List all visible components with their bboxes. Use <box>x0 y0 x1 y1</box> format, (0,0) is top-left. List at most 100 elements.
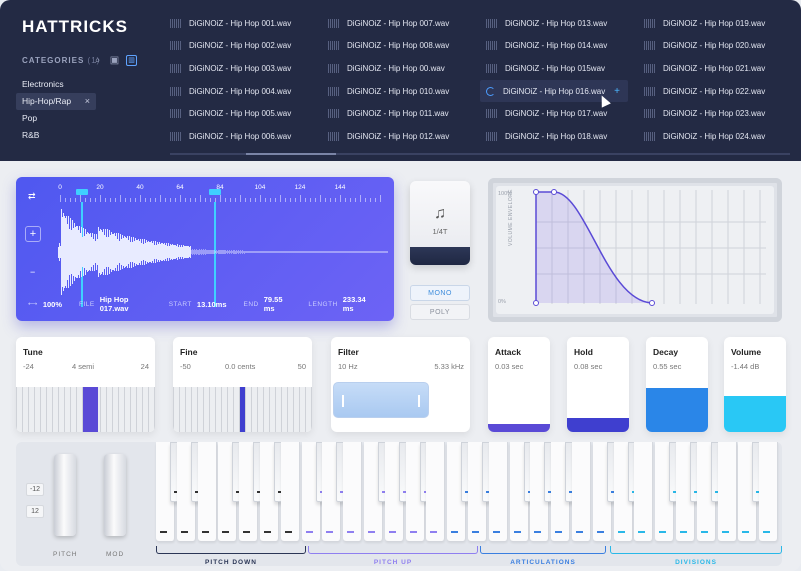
key-marker <box>201 531 209 533</box>
attack-panel[interactable]: Attack 0.03 sec <box>488 337 550 432</box>
file-item[interactable]: DiGiNOiZ - Hip Hop 024.wav <box>644 125 794 148</box>
envelope-curve[interactable] <box>496 186 774 314</box>
scrollbar-thumb[interactable] <box>246 153 336 155</box>
end-marker[interactable] <box>214 202 216 307</box>
keyzone-bracket <box>480 546 606 554</box>
piano-keys[interactable] <box>156 442 782 542</box>
keyzone-label[interactable]: PITCH DOWN <box>205 559 257 566</box>
file-item[interactable]: DiGiNOiZ - Hip Hop 008.wav <box>328 35 478 58</box>
filter-range[interactable] <box>331 382 470 420</box>
file-name: DiGiNOiZ - Hip Hop 003.wav <box>189 63 292 73</box>
start-marker-flag[interactable] <box>76 189 88 195</box>
pitch-label: PITCH <box>53 551 78 558</box>
envelope-graph[interactable]: 100% 0% VOLUME ENVELOPE <box>496 186 774 314</box>
file-column: DiGiNOiZ - Hip Hop 019.wav DiGiNOiZ - Hip… <box>644 12 794 148</box>
file-item[interactable]: DiGiNOiZ - Hip Hop 014.wav <box>486 35 636 58</box>
white-key[interactable] <box>426 442 446 541</box>
tune-slider[interactable] <box>16 387 155 432</box>
file-name: DiGiNOiZ - Hip Hop 007.wav <box>347 18 450 28</box>
file-item[interactable]: DiGiNOiZ - Hip Hop 003.wav <box>170 57 320 80</box>
file-item[interactable]: DiGiNOiZ - Hip Hop 022.wav <box>644 80 794 103</box>
note-division-selector[interactable]: ♫ 1/4T <box>410 181 470 265</box>
note-icon: ♫ <box>434 205 446 222</box>
file-name: DiGiNOiZ - Hip Hop 005.wav <box>189 109 292 119</box>
waveform-icon <box>644 18 656 28</box>
keyzone-label[interactable]: PITCH UP <box>373 559 413 566</box>
octave-up-button[interactable]: 12 <box>26 505 44 518</box>
end-value: 79.55 ms <box>263 295 283 313</box>
file-item[interactable]: DiGiNOiZ - Hip Hop 010.wav <box>328 80 478 103</box>
waveform-icon <box>170 18 182 28</box>
file-item[interactable]: DiGiNOiZ - Hip Hop 006.wav <box>170 125 320 148</box>
octave-down-button[interactable]: -12 <box>26 483 44 496</box>
close-icon[interactable]: × <box>84 96 90 106</box>
white-key[interactable] <box>717 442 737 541</box>
pitch-wheel[interactable] <box>54 454 76 536</box>
white-key[interactable] <box>759 442 779 541</box>
key-marker <box>513 531 521 533</box>
file-item[interactable]: DiGiNOiZ - Hip Hop 017.wav <box>486 102 636 125</box>
fine-slider[interactable] <box>173 387 312 432</box>
category-item[interactable]: R&B <box>22 130 40 140</box>
zoom-out-button[interactable]: − <box>30 267 36 277</box>
tune-slider-indicator[interactable] <box>83 387 98 432</box>
decay-panel[interactable]: Decay 0.55 sec <box>646 337 708 432</box>
white-key[interactable] <box>488 442 508 541</box>
file-item[interactable]: DiGiNOiZ - Hip Hop 016.wav + <box>480 79 628 103</box>
grid-icon[interactable]: ▣ <box>109 55 120 66</box>
waveform-icon <box>170 63 182 73</box>
decay-title: Decay <box>653 347 679 357</box>
file-item[interactable]: DiGiNOiZ - Hip Hop 001.wav <box>170 12 320 35</box>
volume-level[interactable] <box>724 396 786 432</box>
search-icon[interactable]: ⌕ <box>94 55 101 66</box>
white-key[interactable] <box>343 442 363 541</box>
file-item[interactable]: DiGiNOiZ - Hip Hop 015wav <box>486 57 636 80</box>
volume-envelope[interactable]: 100% 0% VOLUME ENVELOPE <box>488 178 782 322</box>
attack-level[interactable] <box>488 424 550 432</box>
file-item[interactable]: DiGiNOiZ - Hip Hop 023.wav <box>644 102 794 125</box>
add-icon[interactable]: + <box>614 85 620 97</box>
hold-level[interactable] <box>567 418 629 432</box>
zoom-in-button[interactable]: + <box>25 226 41 242</box>
file-item[interactable]: DiGiNOiZ - Hip Hop 005.wav <box>170 102 320 125</box>
keyzone-label[interactable]: DIVISIONS <box>675 559 717 566</box>
tune-panel[interactable]: Tune -24 4 semi 24 <box>16 337 155 432</box>
file-item[interactable]: DiGiNOiZ - Hip Hop 011.wav <box>328 102 478 125</box>
mod-wheel[interactable] <box>104 454 126 536</box>
file-item[interactable]: DiGiNOiZ - Hip Hop 021.wav <box>644 57 794 80</box>
file-item[interactable]: DiGiNOiZ - Hip Hop 012.wav <box>328 125 478 148</box>
file-item[interactable]: DiGiNOiZ - Hip Hop 018.wav <box>486 125 636 148</box>
category-item[interactable]: Electronics <box>22 79 64 89</box>
mod-label: MOD <box>106 551 125 558</box>
decay-level[interactable] <box>646 388 708 432</box>
mono-button[interactable]: MONO <box>410 285 470 301</box>
white-key[interactable] <box>197 442 217 541</box>
white-key[interactable] <box>280 442 300 541</box>
waveform-editor[interactable]: 0 20 40 64 84 104 124 144 ⇄ + − ⟷ 100% FILE Hip … <box>16 177 394 321</box>
file-item[interactable]: DiGiNOiZ - Hip Hop 019.wav <box>644 12 794 35</box>
list-icon[interactable]: ▥ <box>126 55 137 66</box>
keyzone-label[interactable]: ARTICULATIONS <box>510 559 576 566</box>
volume-panel[interactable]: Volume -1.44 dB <box>724 337 786 432</box>
poly-button[interactable]: POLY <box>410 304 470 320</box>
white-key[interactable] <box>634 442 654 541</box>
hold-panel[interactable]: Hold 0.08 sec <box>567 337 629 432</box>
file-item[interactable]: DiGiNOiZ - Hip Hop 002.wav <box>170 35 320 58</box>
file-scrollbar[interactable] <box>170 153 790 155</box>
fine-slider-indicator[interactable] <box>240 387 245 432</box>
fine-panel[interactable]: Fine -50 0.0 cents 50 <box>173 337 312 432</box>
filter-panel[interactable]: Filter 10 Hz 5.33 kHz <box>331 337 470 432</box>
file-item[interactable]: DiGiNOiZ - Hip Hop 013.wav <box>486 12 636 35</box>
file-item[interactable]: DiGiNOiZ - Hip Hop 020.wav <box>644 35 794 58</box>
file-item[interactable]: DiGiNOiZ - Hip Hop 00.wav <box>328 57 478 80</box>
filter-range-handle[interactable] <box>333 382 429 418</box>
end-marker-flag[interactable] <box>209 189 221 195</box>
file-item[interactable]: DiGiNOiZ - Hip Hop 004.wav <box>170 80 320 103</box>
category-item[interactable]: Pop <box>22 113 38 123</box>
loop-icon[interactable]: ⇄ <box>28 191 36 201</box>
fit-icon[interactable]: ⟷ <box>28 301 38 308</box>
white-key[interactable] <box>572 442 591 541</box>
file-item[interactable]: DiGiNOiZ - Hip Hop 007.wav <box>328 12 478 35</box>
category-item-selected[interactable]: Hip-Hop/Rap × <box>16 93 96 110</box>
